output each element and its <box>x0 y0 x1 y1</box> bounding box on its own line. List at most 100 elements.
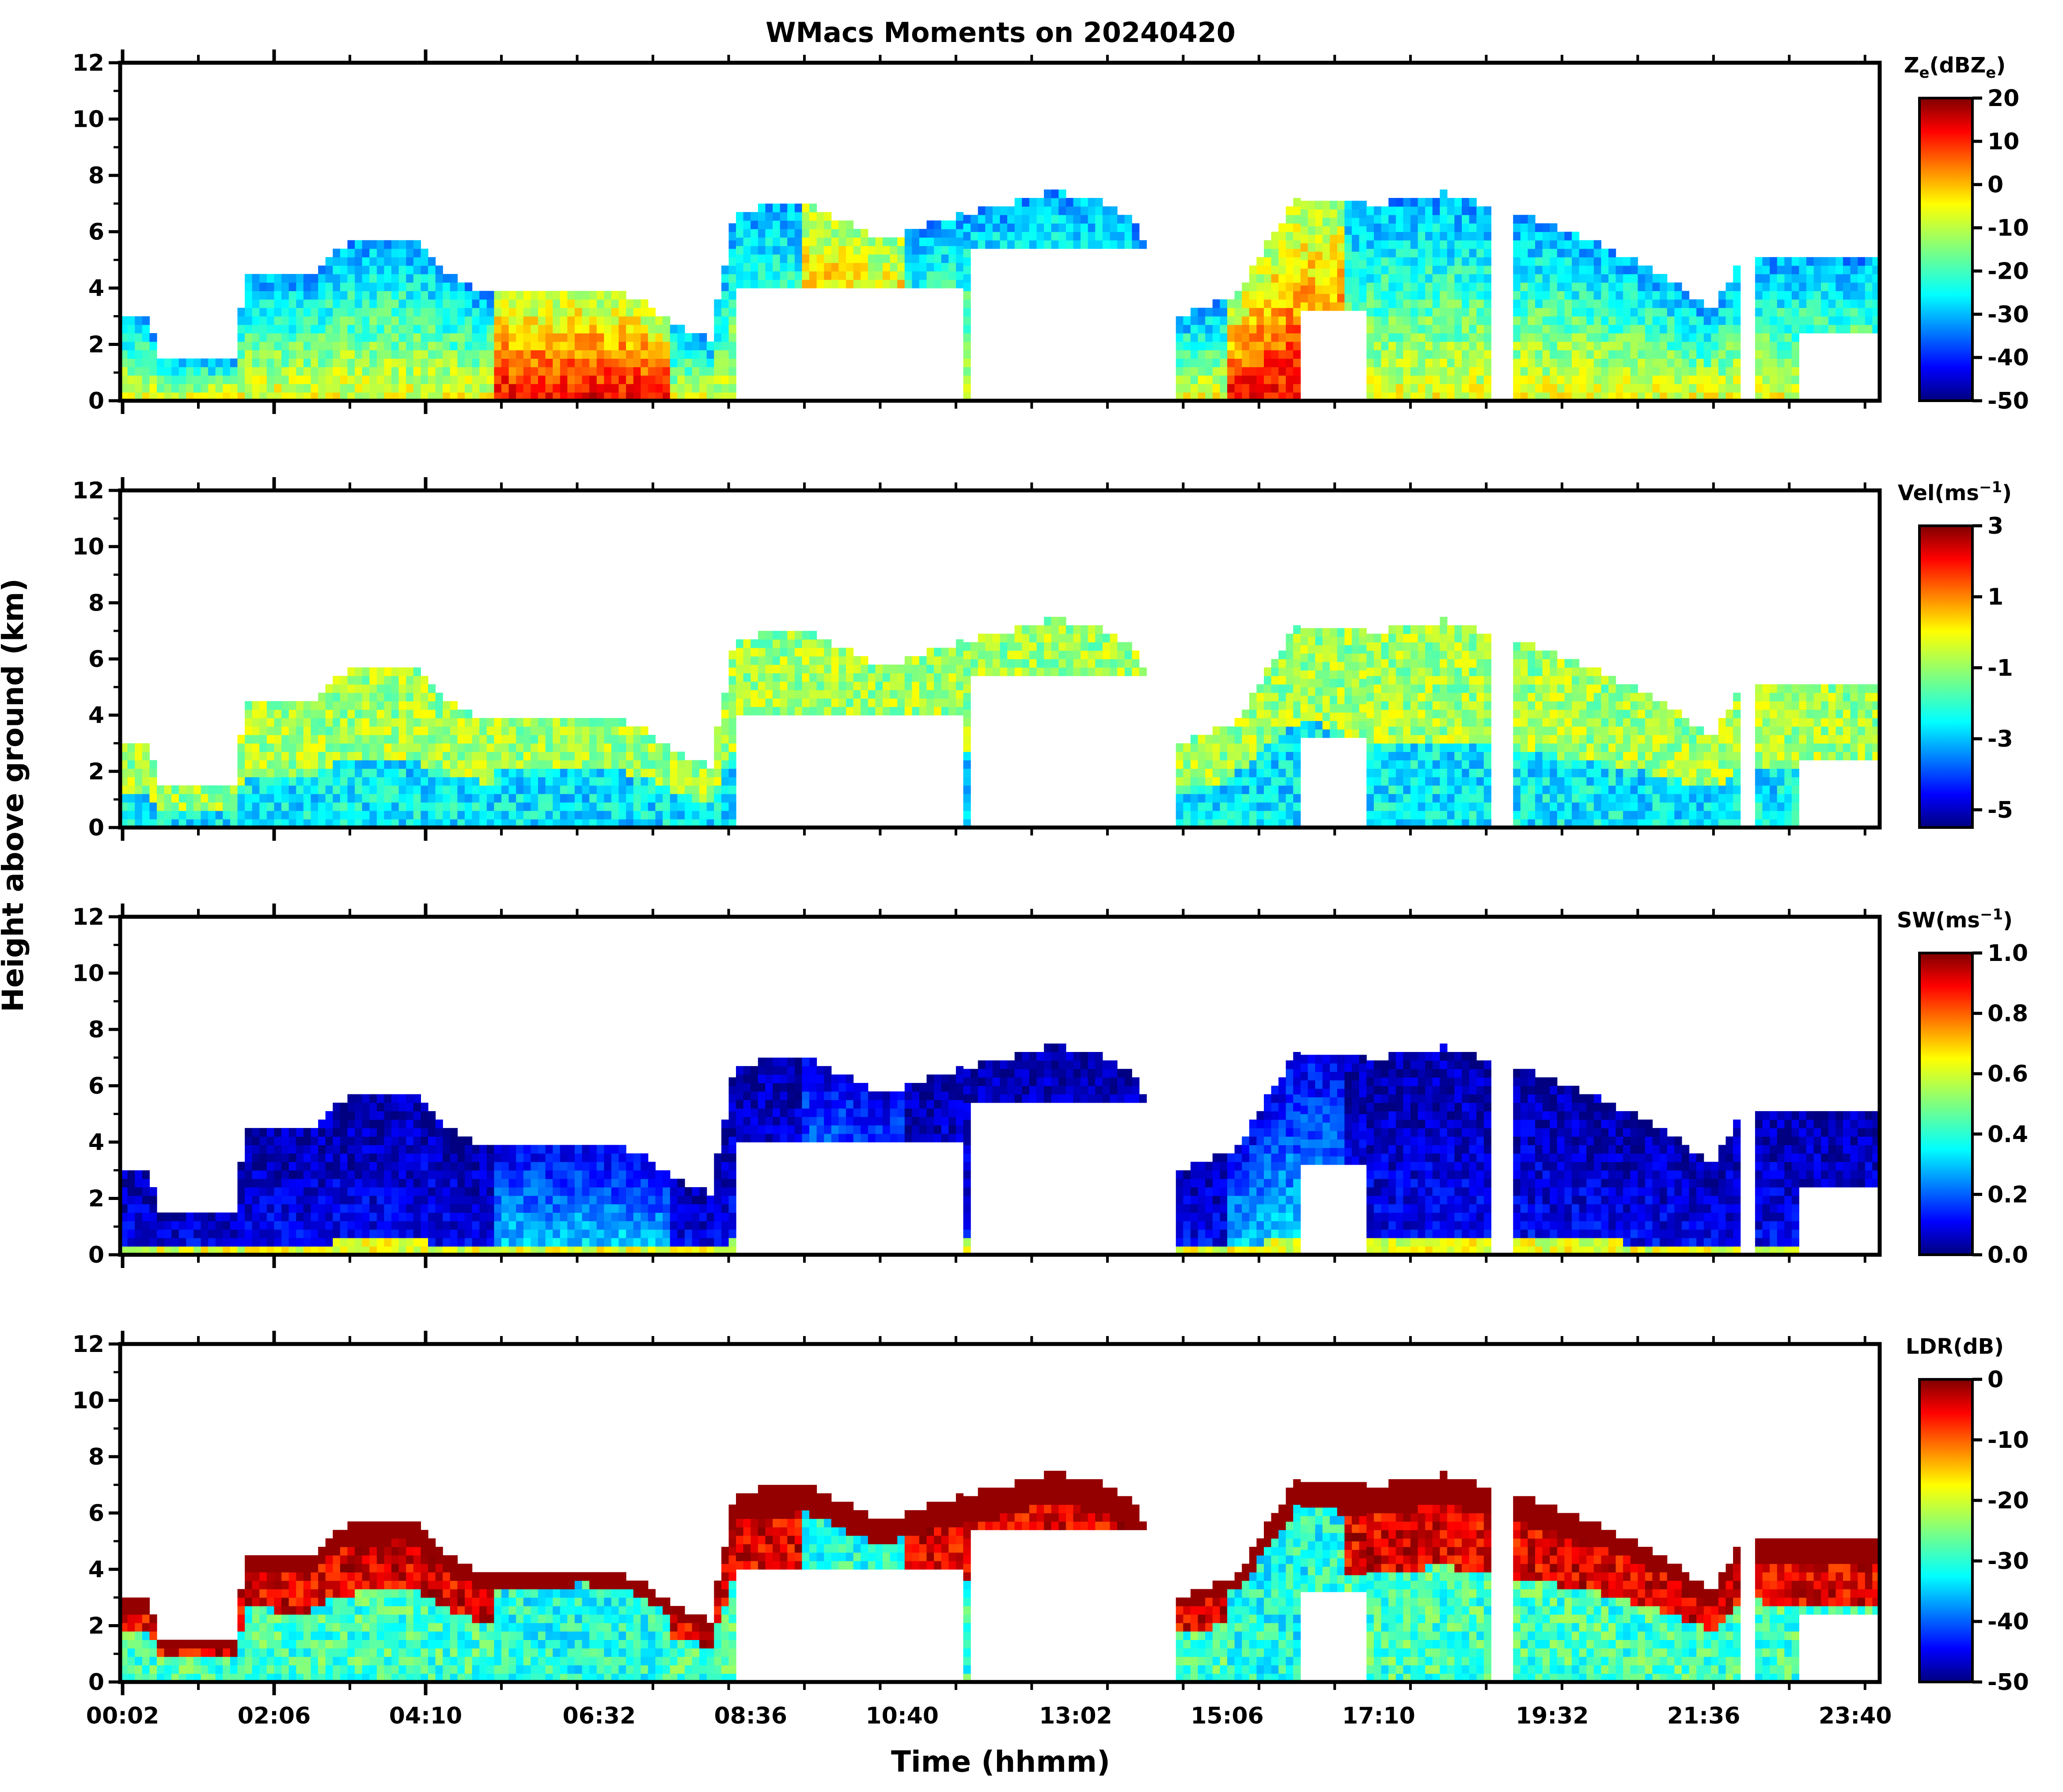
heatmap-cell <box>237 350 245 359</box>
heatmap-cell <box>274 358 282 368</box>
heatmap-cell <box>333 266 341 274</box>
heatmap-cell <box>149 367 157 376</box>
heatmap-cell <box>288 291 296 300</box>
heatmap-cell <box>288 316 296 325</box>
heatmap-cell <box>223 375 231 384</box>
heatmap-cell <box>186 375 194 384</box>
heatmap-cell <box>288 274 296 283</box>
heatmap-cell <box>311 299 319 308</box>
heatmap-cell <box>215 367 223 376</box>
heatmap-cell <box>274 308 282 317</box>
heatmap-cell <box>296 342 304 350</box>
heatmap-cell <box>303 350 311 359</box>
y-tick-label: 8 <box>88 163 104 189</box>
heatmap-cell <box>237 324 245 334</box>
heatmap-cell <box>245 367 253 376</box>
heatmap-cell <box>178 367 186 376</box>
heatmap-cell <box>296 358 304 368</box>
figure-title: WMacs Moments on 20240420 <box>766 16 1236 49</box>
heatmap-cell <box>325 257 333 266</box>
heatmap-cell <box>288 282 296 291</box>
heatmap-cell <box>237 375 245 384</box>
heatmap-cell <box>135 383 143 393</box>
heatmap-cell <box>259 308 267 317</box>
heatmap-cell <box>252 274 260 283</box>
heatmap-cell <box>333 333 341 342</box>
heatmap-cell <box>318 308 326 317</box>
heatmap-cell <box>142 342 150 350</box>
heatmap-cell <box>171 375 179 384</box>
heatmap-cell <box>303 367 311 376</box>
reflectivity-colorbar-label: Ze(dBZe) <box>1904 53 2006 82</box>
heatmap-cell <box>311 324 319 334</box>
y-tick-label: 0 <box>88 388 104 414</box>
heatmap-cell <box>157 375 165 384</box>
heatmap-cell <box>296 282 304 291</box>
colorbar-tick-label: -20 <box>1987 258 2029 285</box>
heatmap-cell <box>245 358 253 368</box>
heatmap-cell <box>223 358 231 368</box>
heatmap-cell <box>281 375 289 384</box>
heatmap-cell <box>171 358 179 368</box>
heatmap-cell <box>274 316 282 325</box>
heatmap-cell <box>186 358 194 368</box>
heatmap-cell <box>259 358 267 368</box>
heatmap-cell <box>296 316 304 325</box>
heatmap-cell <box>237 333 245 342</box>
heatmap-cell <box>266 299 275 308</box>
heatmap-cell <box>142 350 150 359</box>
heatmap-cell <box>325 274 333 283</box>
heatmap-cell <box>318 342 326 350</box>
heatmap-cell <box>245 308 253 317</box>
heatmap-cell <box>266 291 275 300</box>
heatmap-cell <box>333 257 341 266</box>
heatmap-cell <box>333 299 341 308</box>
heatmap-cell <box>266 367 275 376</box>
heatmap-cell <box>252 383 260 393</box>
heatmap-cell <box>186 383 194 393</box>
heatmap-cell <box>142 375 150 384</box>
reflectivity-heatmap <box>120 189 1880 401</box>
heatmap-cell <box>266 274 275 283</box>
heatmap-cell <box>259 316 267 325</box>
heatmap-cell <box>259 333 267 342</box>
heatmap-cell <box>245 342 253 350</box>
heatmap-cell <box>149 350 157 359</box>
heatmap-cell <box>325 299 333 308</box>
heatmap-cell <box>333 350 341 359</box>
heatmap-cell <box>252 324 260 334</box>
heatmap-cell <box>274 350 282 359</box>
heatmap-cell <box>274 333 282 342</box>
heatmap-cell <box>252 367 260 376</box>
heatmap-cell <box>259 383 267 393</box>
heatmap-cell <box>296 308 304 317</box>
heatmap-cell <box>318 350 326 359</box>
heatmap-cell <box>245 375 253 384</box>
heatmap-cell <box>201 375 209 384</box>
colorbar-label-part: ) <box>1996 53 2006 78</box>
heatmap-cell <box>333 375 341 384</box>
colorbar-label-part: e <box>1919 64 1930 82</box>
heatmap-cell <box>193 383 201 393</box>
heatmap-cell <box>245 291 253 300</box>
heatmap-cell <box>266 308 275 317</box>
heatmap-cell <box>288 367 296 376</box>
heatmap-cell <box>135 367 143 376</box>
heatmap-cell <box>186 367 194 376</box>
heatmap-cell <box>259 324 267 334</box>
heatmap-cell <box>296 383 304 393</box>
heatmap-cell <box>245 274 253 283</box>
heatmap-cell <box>223 367 231 376</box>
heatmap-cell <box>325 316 333 325</box>
heatmap-cell <box>281 308 289 317</box>
y-axis-label: Height above ground (km) <box>0 578 30 1012</box>
heatmap-cell <box>303 299 311 308</box>
heatmap-cell <box>325 367 333 376</box>
heatmap-cell <box>325 342 333 350</box>
heatmap-cell <box>303 333 311 342</box>
colorbar-tick-label: 20 <box>1987 85 2019 112</box>
heatmap-cell <box>149 375 157 384</box>
heatmap-cell <box>325 358 333 368</box>
heatmap-cell <box>245 350 253 359</box>
